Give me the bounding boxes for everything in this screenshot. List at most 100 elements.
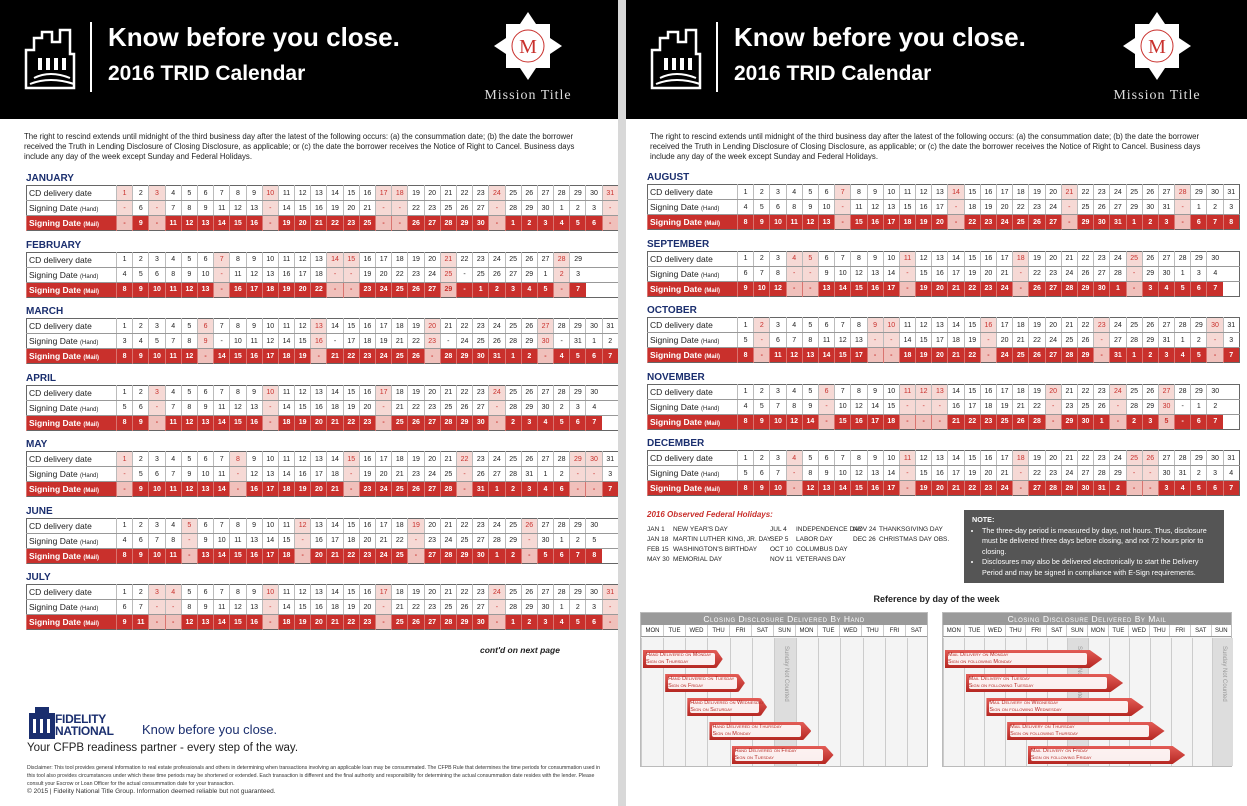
day-cell: 25 — [439, 466, 457, 482]
month-name: OCTOBER — [647, 305, 697, 316]
day-cell: 8 — [850, 184, 867, 200]
day-cell: - — [115, 466, 133, 482]
day-cell: 30 — [536, 333, 554, 349]
calendar-row-hand: Signing Date (Hand) 3 4 5 7 8 9-10 11 12 14 15 16-1… — [26, 333, 618, 349]
header-tagline: Know before you close. — [734, 22, 1026, 52]
row-label: CD delivery date — [26, 518, 117, 534]
day-cell: 19 — [963, 465, 981, 481]
day-cell: 16 — [245, 614, 263, 630]
day-cell: 7 — [1206, 214, 1224, 230]
day-cell: 29 — [1076, 214, 1094, 230]
day-cell: 10 — [148, 481, 166, 497]
day-cell: 15 — [915, 332, 932, 348]
holiday-item: FEB 15 WASHINGTON'S BIRTHDAY — [647, 546, 758, 553]
day-cell: - — [1206, 347, 1224, 363]
day-cell: 15 — [342, 451, 360, 467]
month-calendar-table: CD delivery date 1 2 3 4 5 6 7 8 9 10 11 12 13 14 15 16 1… — [26, 384, 618, 431]
day-cell: 20 — [423, 252, 441, 268]
day-cell: 20 — [995, 199, 1013, 215]
day-cell: 12 — [785, 414, 803, 429]
day-cell: 18 — [963, 199, 981, 215]
calendar-row-mail: Signing Date (Mail) 9 10 12- -13 14 15 16 17-19 2… — [647, 281, 1240, 296]
day-cell: 12 — [180, 481, 198, 497]
day-cell: 25 — [504, 318, 522, 334]
day-cell: 29 — [1190, 384, 1207, 400]
day-cell — [585, 252, 603, 268]
day-label: MON — [943, 625, 964, 636]
day-cell: 28 — [504, 200, 522, 216]
day-cell: 7 — [585, 415, 603, 430]
day-cell: 29 — [1076, 347, 1094, 363]
day-cell: 3 — [585, 599, 603, 615]
header-title: 2016 TRID Calendar — [734, 62, 932, 85]
month-block: NOVEMBER CD delivery date 1 2 3 4 5 6 7 8 9 10 11 12 1… — [647, 371, 1240, 430]
day-cell: 15 — [294, 200, 311, 216]
day-cell: - — [601, 200, 618, 216]
month-name: AUGUST — [647, 172, 690, 183]
day-cell: 4 — [164, 451, 182, 467]
day-cell: 12 — [915, 251, 932, 267]
day-cell: 11 — [277, 518, 295, 534]
svg-text:M: M — [519, 36, 537, 58]
calendar-row-mail: Signing Date (Mail) 8 9 10 11 12-14 15 16 17 18 19… — [26, 348, 618, 364]
day-cell: 10 — [834, 266, 851, 282]
day-label: TUE — [663, 625, 685, 636]
bar-label-delivered: Hand Delivered on Thursday — [712, 724, 782, 730]
day-cell: 4 — [164, 385, 182, 401]
day-cell: 27 — [1044, 281, 1062, 296]
day-cell: 19 — [407, 185, 425, 201]
day-cell: 17 — [995, 251, 1013, 267]
day-cell: 29 — [1190, 251, 1207, 267]
day-cell: 10 — [148, 282, 166, 297]
day-cell: - — [1093, 332, 1110, 348]
day-cell: 15 — [963, 450, 981, 466]
day-cell: 16 — [931, 266, 948, 282]
day-cell: 12 — [915, 384, 932, 400]
day-cell: 1 — [536, 267, 554, 283]
day-cell: 27 — [472, 200, 489, 216]
day-cell: 9 — [866, 251, 884, 267]
day-cell: 28 — [439, 348, 457, 364]
day-cell: 19 — [277, 215, 295, 231]
logo-text: Mission Title — [1113, 88, 1201, 103]
day-cell: 16 — [245, 348, 263, 364]
day-cell: 11 — [898, 450, 916, 466]
day-cell: 21 — [1060, 317, 1078, 333]
day-cell: - — [1012, 465, 1029, 481]
day-cell: - — [310, 348, 327, 364]
day-cell: 16 — [294, 466, 311, 482]
day-cell: 9 — [115, 614, 133, 630]
day-cell: 29 — [1125, 199, 1143, 215]
day-cell: 2 — [132, 252, 149, 268]
day-cell: 6 — [769, 332, 787, 348]
day-cell: 5 — [753, 199, 770, 215]
day-cell: 17 — [850, 347, 867, 363]
day-cell: 9 — [866, 384, 884, 400]
day-cell: 1 — [1174, 332, 1191, 348]
timeline-title: Closing Disclosure Delivered By Mail — [943, 613, 1231, 625]
row-label: CD delivery date — [26, 185, 117, 201]
day-cell: - — [931, 399, 948, 415]
day-label: TUE — [817, 625, 839, 636]
day-cell: 22 — [407, 200, 425, 216]
row-label: Signing Date (Mail) — [647, 414, 738, 429]
day-cell: 1 — [1174, 266, 1191, 282]
day-cell: 15 — [882, 399, 900, 415]
day-cell: 13 — [310, 185, 327, 201]
day-cell: 7 — [569, 282, 586, 297]
day-cell: 30 — [472, 614, 489, 630]
day-cell: 18 — [358, 333, 376, 349]
day-cell: 11 — [898, 384, 916, 400]
day-cell: 29 — [569, 518, 586, 534]
day-cell: 10 — [148, 348, 166, 364]
day-cell: 16 — [229, 282, 246, 297]
day-cell: 13 — [196, 614, 214, 630]
day-cell: 12 — [261, 333, 279, 349]
day-cell — [602, 252, 618, 268]
day-cell: - — [520, 548, 538, 563]
day-cell: 5 — [180, 252, 198, 268]
month-name: JULY — [26, 572, 51, 583]
day-cell: 11 — [898, 251, 916, 267]
day-cell: 12 — [294, 318, 311, 334]
day-cell: 23 — [1044, 266, 1062, 282]
